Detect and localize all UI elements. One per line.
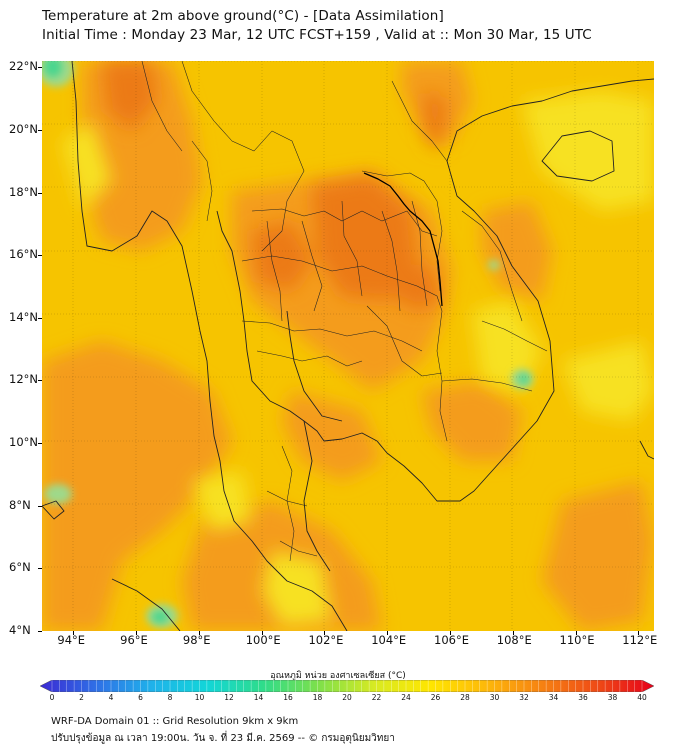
colorbar-tick-label: 18: [312, 693, 323, 702]
longitude-tick-mark: [324, 631, 326, 635]
latitude-tick-mark: [38, 255, 42, 257]
temperature-map: [42, 61, 654, 631]
longitude-tick-mark: [512, 631, 514, 635]
colorbar-tick-label: 38: [607, 693, 618, 702]
longitude-tick-label: 94°E: [57, 633, 86, 647]
coastlines: [42, 61, 654, 631]
colorbar-tick-label: 26: [430, 693, 441, 702]
longitude-tick-label: 96°E: [120, 633, 148, 647]
latitude-tick-label: 4°N: [9, 623, 31, 637]
colorbar-tick-label: 12: [224, 693, 234, 702]
colorbar: [40, 680, 654, 692]
longitude-tick-label: 98°E: [182, 633, 211, 647]
latitude-tick-mark: [38, 443, 42, 445]
longitude-tick-mark: [575, 631, 577, 635]
latitude-tick-mark: [38, 568, 42, 570]
latitude-tick-label: 12°N: [9, 372, 38, 387]
latitude-tick-label: 10°N: [9, 435, 38, 450]
latitude-tick-mark: [38, 317, 42, 319]
longitude-tick-label: 108°E: [496, 633, 532, 647]
longitude-tick-label: 102°E: [308, 633, 344, 647]
footer-model-info: WRF-DA Domain 01 :: Grid Resolution 9km …: [51, 716, 299, 727]
colorbar-tick-label: 30: [489, 693, 500, 702]
colorbar-tick-label: 28: [460, 693, 470, 702]
longitude-tick-label: 100°E: [245, 633, 281, 647]
longitude-tick-mark: [136, 631, 138, 635]
latitude-tick-label: 20°N: [9, 121, 38, 136]
temperature-field-coldest: [44, 61, 529, 623]
national-borders: [363, 172, 443, 307]
colorbar-tick-label: 6: [138, 693, 143, 702]
longitude-tick-mark: [450, 631, 451, 635]
colorbar-tick-label: 22: [371, 693, 382, 702]
longitude-tick-mark: [73, 631, 75, 635]
longitude-tick-mark: [198, 631, 200, 635]
colorbar-tick-label: 2: [79, 693, 84, 702]
colorbar-tick-label: 24: [401, 693, 411, 702]
map-canvas: [42, 61, 654, 631]
latitude-tick-mark: [38, 505, 42, 507]
longitude-tick-label: 106°E: [434, 633, 469, 647]
latitude-tick-label: 8°N: [9, 497, 31, 512]
longitude-tick-mark: [638, 631, 640, 635]
province-borders: [141, 61, 548, 562]
colorbar-tick-label: 8: [167, 693, 173, 702]
colorbar-title: อุณหภูมิ หน่วย องศาเซลเซียส (°C): [270, 671, 406, 681]
latitude-tick-label: 18°N: [9, 184, 38, 199]
colorbar-tick-label: 16: [283, 693, 293, 702]
colorbar-tick-label: 10: [194, 693, 205, 702]
gridlines: [42, 61, 654, 631]
colorbar-tick-label: 14: [253, 693, 264, 702]
chart-title: Temperature at 2m above ground(°C) - [Da…: [42, 8, 444, 24]
colorbar-tick-label: 34: [548, 693, 559, 702]
latitude-tick-mark: [38, 129, 42, 131]
colorbar-tick-label: 20: [342, 693, 352, 702]
temperature-field-cool: [62, 91, 654, 626]
longitude-tick-label: 110°E: [559, 633, 595, 647]
colorbar-tick-label: 40: [637, 693, 647, 702]
footer-update-info: ปรับปรุงข้อมูล ณ เวลา 19:00น. วัน จ. ที่…: [51, 733, 395, 744]
longitude-tick-label: 112°E: [622, 633, 658, 647]
latitude-tick-mark: [38, 380, 42, 382]
latitude-tick-mark: [38, 631, 42, 632]
longitude-tick-mark: [261, 631, 263, 635]
colorbar-tick-label: 4: [108, 693, 114, 702]
longitude-tick-mark: [387, 631, 389, 635]
colorbar-tick-label: 0: [49, 693, 55, 702]
chart-subtitle: Initial Time : Monday 23 Mar, 12 UTC FCS…: [42, 27, 592, 43]
latitude-tick-mark: [38, 67, 42, 69]
latitude-tick-label: 6°N: [9, 560, 31, 575]
latitude-tick-label: 22°N: [9, 59, 38, 74]
longitude-tick-label: 104°E: [371, 633, 407, 647]
colorbar-tick-label: 36: [578, 693, 588, 702]
colorbar-tick-label: 32: [519, 693, 529, 702]
latitude-tick-label: 14°N: [9, 309, 38, 324]
latitude-tick-mark: [38, 192, 42, 194]
latitude-tick-label: 16°N: [9, 247, 38, 262]
